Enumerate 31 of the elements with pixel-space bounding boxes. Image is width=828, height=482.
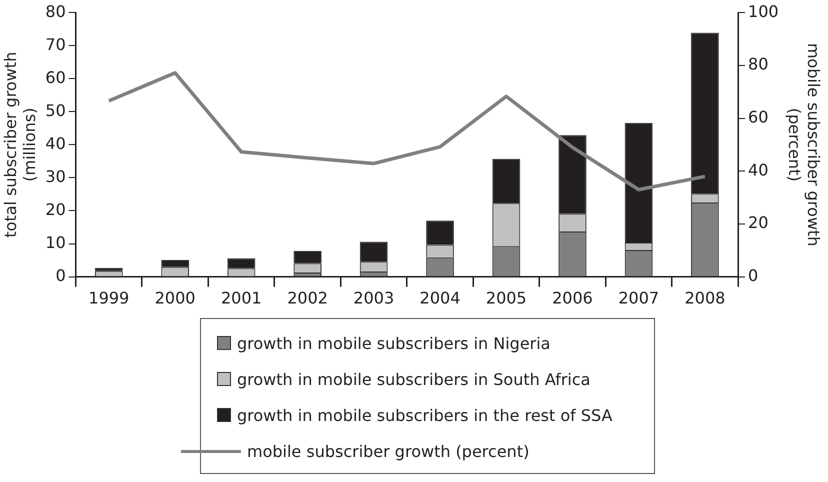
legend-label: growth in mobile subscribers in the rest of SSA <box>237 406 612 424</box>
x-tick-label: 2006 <box>552 288 593 308</box>
x-tick-label: 2005 <box>486 288 527 308</box>
x-tick-label: 2004 <box>420 288 460 308</box>
y-tick-label: 10 <box>45 232 66 252</box>
y-tick-label: 20 <box>45 200 66 219</box>
y-tick-label: 30 <box>45 166 66 186</box>
y2-axis-title: mobile subscriber growth (percent) <box>785 42 824 246</box>
x-tick-label: 2001 <box>220 288 262 308</box>
legend-label: growth in mobile subscribers in Nigeria <box>237 334 550 352</box>
y-tick-label: 50 <box>45 100 66 120</box>
y-tick-label: 0 <box>56 266 66 285</box>
y-tick-label: 40 <box>45 134 66 153</box>
y-tick-label: 60 <box>45 68 66 87</box>
x-tick-label: 2000 <box>154 288 196 308</box>
x-tick-label: 1999 <box>88 288 130 308</box>
y-tick-label: 80 <box>45 2 66 21</box>
y2-tick-label: 0 <box>748 266 758 285</box>
y2-tick-label: 40 <box>748 160 768 180</box>
y2-tick-label: 100 <box>748 2 779 21</box>
y-tick-label: 70 <box>45 34 66 54</box>
x-tick-label: 2008 <box>684 288 726 308</box>
legend-label: growth in mobile subscribers in South Africa <box>237 370 590 388</box>
x-tick-label: 2003 <box>353 288 394 308</box>
y2-tick-label: 80 <box>748 54 768 74</box>
x-tick-label: 2007 <box>618 288 660 308</box>
x-tick-label: 2002 <box>287 288 328 308</box>
legend-label: mobile subscriber growth (percent) <box>247 442 530 460</box>
y-axis-title: total subscriber growth (millions) <box>0 52 39 238</box>
y2-tick-label: 20 <box>748 213 768 232</box>
y2-tick-label: 60 <box>748 107 768 126</box>
